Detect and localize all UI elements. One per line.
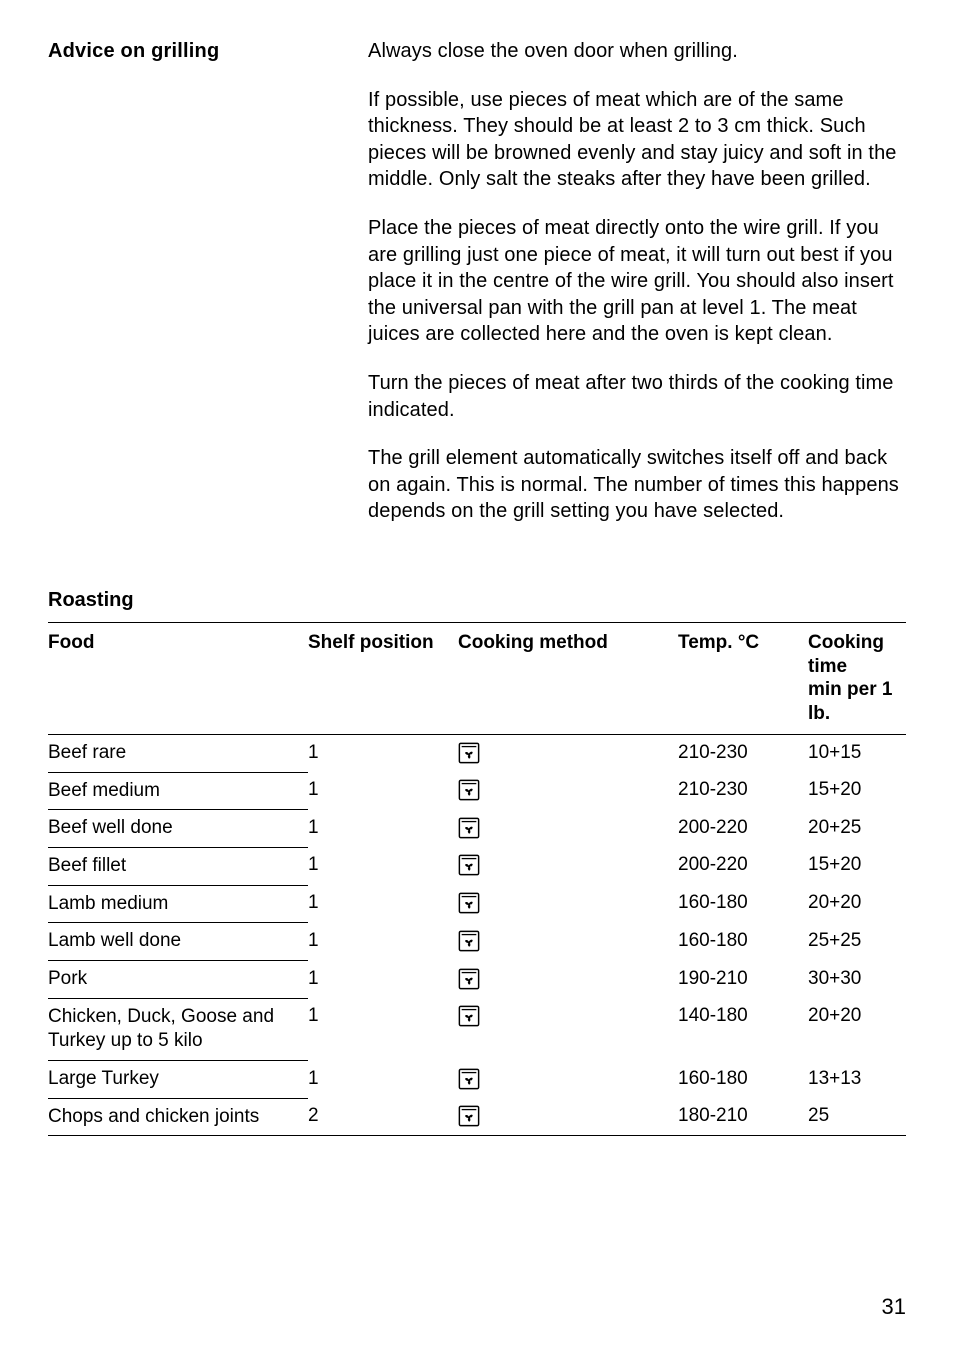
hot-air-fan-icon [458, 968, 480, 990]
table-header-row: Food Shelf position Cooking method Temp.… [48, 622, 906, 734]
th-time: Cooking time min per 1 lb. [808, 622, 906, 734]
table-row: Pork1 190-21030+30 [48, 961, 906, 999]
td-food: Pork [48, 961, 308, 999]
td-food: Chops and chicken joints [48, 1098, 308, 1136]
td-shelf: 1 [308, 772, 458, 810]
td-temp: 210-230 [678, 772, 808, 810]
page: Advice on grilling Always close the oven… [0, 0, 954, 1352]
td-temp: 160-180 [678, 923, 808, 961]
table-row: Beef rare1 210-23010+15 [48, 734, 906, 772]
hot-air-fan-icon [458, 779, 480, 801]
td-shelf: 1 [308, 923, 458, 961]
td-food: Lamb well done [48, 923, 308, 961]
roasting-title: Roasting [48, 589, 906, 612]
td-temp: 210-230 [678, 734, 808, 772]
td-time: 20+20 [808, 998, 906, 1060]
th-time-l1: Cooking time [808, 632, 884, 677]
td-shelf: 1 [308, 734, 458, 772]
table-row: Beef fillet1 200-22015+20 [48, 847, 906, 885]
hot-air-fan-icon [458, 1005, 480, 1027]
td-food: Lamb medium [48, 885, 308, 923]
td-shelf: 1 [308, 885, 458, 923]
advice-para-1: Always close the oven door when grilling… [368, 38, 906, 65]
hot-air-fan-icon [458, 1105, 480, 1127]
advice-heading-col: Advice on grilling [48, 38, 368, 553]
td-method [458, 772, 678, 810]
td-food: Beef well done [48, 810, 308, 848]
advice-para-4: Turn the pieces of meat after two thirds… [368, 370, 906, 423]
td-method [458, 923, 678, 961]
td-temp: 160-180 [678, 1061, 808, 1099]
hot-air-fan-icon [458, 930, 480, 952]
hot-air-fan-icon [458, 854, 480, 876]
hot-air-fan-icon [458, 742, 480, 764]
td-shelf: 1 [308, 998, 458, 1060]
page-number: 31 [882, 1294, 906, 1320]
td-food: Beef medium [48, 772, 308, 810]
td-food: Beef rare [48, 734, 308, 772]
th-food: Food [48, 622, 308, 734]
td-shelf: 1 [308, 1061, 458, 1099]
td-time: 20+20 [808, 885, 906, 923]
hot-air-fan-icon [458, 1068, 480, 1090]
td-time: 25+25 [808, 923, 906, 961]
td-temp: 160-180 [678, 885, 808, 923]
table-row: Chops and chicken joints2 180-21025 [48, 1098, 906, 1136]
th-shelf: Shelf position [308, 622, 458, 734]
td-time: 20+25 [808, 810, 906, 848]
advice-body-col: Always close the oven door when grilling… [368, 38, 906, 553]
td-method [458, 1098, 678, 1136]
td-method [458, 734, 678, 772]
table-row: Chicken, Duck, Goose and Turkey up to 5 … [48, 998, 906, 1060]
td-time: 25 [808, 1098, 906, 1136]
table-row: Beef medium1 210-23015+20 [48, 772, 906, 810]
td-method [458, 961, 678, 999]
td-temp: 200-220 [678, 847, 808, 885]
td-temp: 180-210 [678, 1098, 808, 1136]
td-shelf: 1 [308, 961, 458, 999]
td-temp: 200-220 [678, 810, 808, 848]
th-temp: Temp. °C [678, 622, 808, 734]
hot-air-fan-icon [458, 817, 480, 839]
td-temp: 140-180 [678, 998, 808, 1060]
table-row: Lamb medium1 160-18020+20 [48, 885, 906, 923]
td-food: Beef fillet [48, 847, 308, 885]
td-method [458, 1061, 678, 1099]
th-time-l2: min per 1 lb. [808, 679, 892, 724]
advice-section: Advice on grilling Always close the oven… [48, 38, 906, 553]
advice-para-3: Place the pieces of meat directly onto t… [368, 215, 906, 348]
td-method [458, 810, 678, 848]
table-row: Large Turkey1 160-18013+13 [48, 1061, 906, 1099]
td-time: 15+20 [808, 847, 906, 885]
roasting-table: Food Shelf position Cooking method Temp.… [48, 622, 906, 1137]
td-method [458, 998, 678, 1060]
td-food: Large Turkey [48, 1061, 308, 1099]
td-temp: 190-210 [678, 961, 808, 999]
td-shelf: 2 [308, 1098, 458, 1136]
table-row: Beef well done1 200-22020+25 [48, 810, 906, 848]
advice-heading: Advice on grilling [48, 38, 368, 64]
td-shelf: 1 [308, 847, 458, 885]
td-time: 15+20 [808, 772, 906, 810]
advice-para-5: The grill element automatically switches… [368, 445, 906, 525]
td-time: 10+15 [808, 734, 906, 772]
advice-para-2: If possible, use pieces of meat which ar… [368, 87, 906, 193]
table-row: Lamb well done1 160-18025+25 [48, 923, 906, 961]
td-method [458, 885, 678, 923]
td-time: 30+30 [808, 961, 906, 999]
td-time: 13+13 [808, 1061, 906, 1099]
td-food: Chicken, Duck, Goose and Turkey up to 5 … [48, 998, 308, 1060]
td-shelf: 1 [308, 810, 458, 848]
th-method: Cooking method [458, 622, 678, 734]
hot-air-fan-icon [458, 892, 480, 914]
td-method [458, 847, 678, 885]
